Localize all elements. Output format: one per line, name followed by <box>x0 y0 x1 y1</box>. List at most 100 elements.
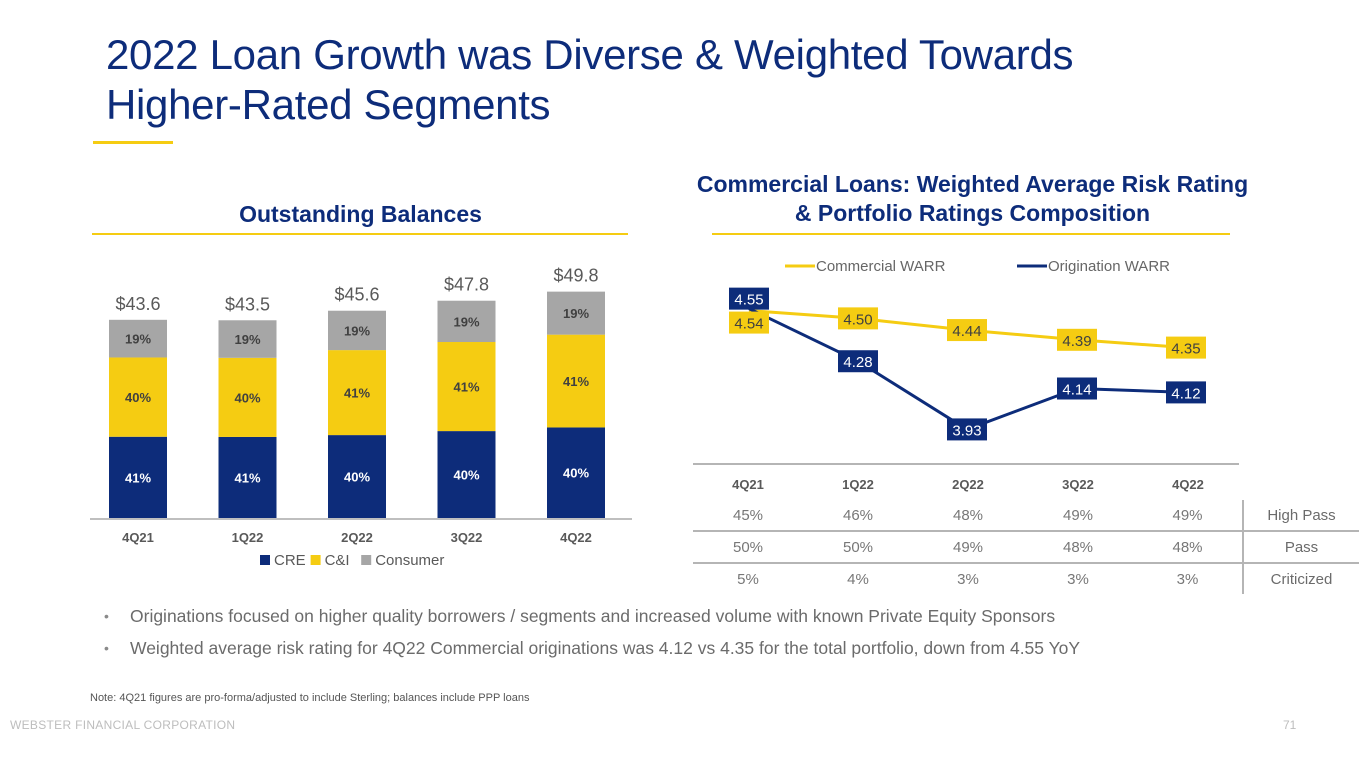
data-label-box <box>838 350 878 373</box>
bar-data-label: 41% <box>453 380 479 395</box>
warr-title-line1: Commercial Loans: Weighted Average Risk … <box>696 171 1249 197</box>
x-tick-label: 4Q22 <box>560 530 592 545</box>
bullet-item: • Weighted average risk rating for 4Q22 C… <box>104 635 1080 667</box>
table-cell: 3% <box>957 570 979 588</box>
legend-label: Consumer <box>375 552 444 569</box>
legend-swatch <box>260 555 270 565</box>
table-row: 45% 46% 48% 49% 49% High Pass <box>693 500 1359 532</box>
bar-segment-consumer <box>109 319 167 358</box>
data-label: 4.14 <box>1062 382 1091 399</box>
table-row: 5% 4% 3% 3% 3% Criticized <box>693 563 1359 594</box>
bar-segment-ci <box>437 342 496 432</box>
table-top-rule <box>693 463 1239 465</box>
legend-swatch <box>361 555 372 565</box>
bar-segment-cre <box>218 436 277 518</box>
bullet-icon: • <box>104 640 109 656</box>
bar-segment-cre <box>547 427 605 518</box>
bar-data-label: 40% <box>344 470 370 485</box>
bullet-text: Originations focused on higher quality b… <box>130 606 1056 626</box>
data-label: 4.50 <box>843 311 872 328</box>
bar-data-label: 19% <box>125 332 151 347</box>
table-cell: 49% <box>913 531 1023 564</box>
data-label-box <box>1166 381 1206 404</box>
legend-label: CRE <box>274 552 306 569</box>
data-label-box <box>729 311 769 334</box>
x-tick-label: 3Q22 <box>451 530 483 545</box>
table-cell: 4% <box>847 570 869 588</box>
footnote: Note: 4Q21 figures are pro-forma/adjuste… <box>90 692 530 704</box>
slide-title-line2: Higher-Rated Segments <box>106 81 551 128</box>
data-label: 4.28 <box>843 354 872 371</box>
bar-total-label: $43.5 <box>225 294 270 314</box>
table-cell: 48% <box>1023 531 1133 564</box>
legend-label: Commercial WARR <box>816 258 946 275</box>
column-header-empty <box>1243 468 1359 500</box>
row-label: Criticized <box>1242 563 1359 594</box>
outstanding-balances-title: Outstanding Balances <box>239 201 482 227</box>
table-cell: 45% <box>693 500 803 532</box>
column-header: 4Q22 <box>1172 476 1204 492</box>
bar-data-label: 41% <box>125 470 151 485</box>
bar-total-label: $45.6 <box>334 285 379 305</box>
data-label: 3.93 <box>952 422 981 439</box>
data-label: 4.54 <box>734 316 763 333</box>
bar-data-label: 19% <box>344 323 370 338</box>
table-cell: 3% <box>1067 570 1089 588</box>
warr-section-title: Commercial Loans: Weighted Average Risk … <box>660 170 1285 228</box>
left-section-rule <box>92 233 628 235</box>
bullet-icon: • <box>104 608 109 624</box>
x-tick-label: 2Q22 <box>341 530 373 545</box>
table-cell: 3% <box>1176 570 1199 588</box>
data-label-box <box>1166 336 1206 359</box>
bar-segment-ci <box>218 357 277 437</box>
bar-segment-consumer <box>218 320 277 358</box>
table-row: 50% 50% 49% 48% 48% Pass <box>693 531 1359 564</box>
data-label-box <box>729 287 769 310</box>
data-label: 4.39 <box>1062 333 1091 350</box>
outstanding-balances-chart: 41% 40% 19% $43.6 4Q21 41% 40% 19% $43.5 1Q22 40% 4… <box>90 266 632 569</box>
table-cell: 50% <box>693 531 803 564</box>
bar-data-label: 40% <box>453 468 479 483</box>
table-cell: 48% <box>1133 531 1243 564</box>
bullet-item: • Originations focused on higher quality … <box>104 603 1080 635</box>
x-tick-label: 4Q21 <box>122 530 154 545</box>
bar-data-label: 40% <box>234 390 260 405</box>
column-header: 1Q22 <box>842 476 874 492</box>
bar-segment-consumer <box>547 291 605 335</box>
data-label: 4.12 <box>1171 385 1200 402</box>
bar-segment-cre <box>109 436 167 518</box>
warr-title-line2: & Portfolio Ratings Composition <box>794 200 1151 226</box>
right-section-rule <box>712 233 1230 235</box>
data-label-box <box>947 418 987 441</box>
bar-total-label: $43.6 <box>115 294 160 314</box>
legend-label: Origination WARR <box>1048 258 1170 275</box>
table-cell: 48% <box>913 500 1023 532</box>
bar-segment-ci <box>109 357 167 437</box>
bar-data-label: 40% <box>125 390 151 405</box>
slide-title: 2022 Loan Growth was Diverse & Weighted … <box>106 30 1256 130</box>
bar-data-label: 41% <box>344 386 370 401</box>
column-header: 3Q22 <box>1062 476 1094 492</box>
bar-segment-ci <box>328 350 386 436</box>
data-label-box <box>1057 328 1097 351</box>
data-label-box <box>947 319 987 342</box>
bar-segment-consumer <box>328 310 386 351</box>
ratings-composition-table: 4Q21 1Q22 2Q22 3Q22 4Q22 45% 46% 48% 49%… <box>693 468 1359 594</box>
bar-segment-consumer <box>437 300 496 343</box>
bullet-text: Weighted average risk rating for 4Q22 Co… <box>130 638 1081 658</box>
bar-total-label: $47.8 <box>444 275 489 295</box>
data-label-box <box>838 307 878 330</box>
column-header: 2Q22 <box>952 476 984 492</box>
slide-title-line1: 2022 Loan Growth was Diverse & Weighted … <box>106 31 1074 78</box>
bar-segment-cre <box>437 431 496 518</box>
legend-label: C&I <box>325 552 350 569</box>
table-header-row: 4Q21 1Q22 2Q22 3Q22 4Q22 <box>693 468 1359 500</box>
x-tick-label: 1Q22 <box>232 530 264 545</box>
bar-data-label: 41% <box>234 470 260 485</box>
data-label: 4.55 <box>734 292 763 309</box>
bar-data-label: 41% <box>563 374 589 389</box>
row-label: High Pass <box>1242 500 1359 532</box>
legend-swatch <box>310 555 321 565</box>
bar-segment-ci <box>547 334 605 428</box>
table-cell: 49% <box>1133 500 1243 532</box>
